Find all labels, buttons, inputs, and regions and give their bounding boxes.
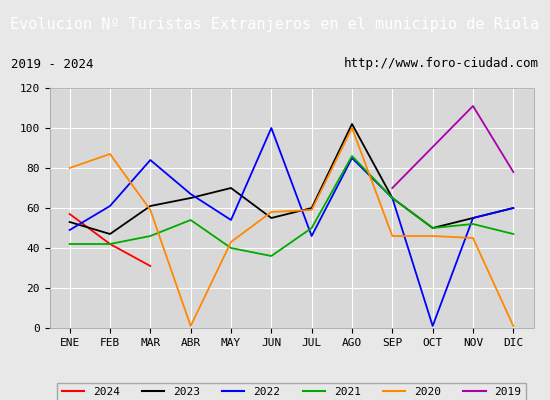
Text: http://www.foro-ciudad.com: http://www.foro-ciudad.com	[344, 58, 539, 70]
Legend: 2024, 2023, 2022, 2021, 2020, 2019: 2024, 2023, 2022, 2021, 2020, 2019	[57, 383, 526, 400]
Text: 2019 - 2024: 2019 - 2024	[11, 58, 94, 70]
Text: Evolucion Nº Turistas Extranjeros en el municipio de Riola: Evolucion Nº Turistas Extranjeros en el …	[10, 16, 540, 32]
